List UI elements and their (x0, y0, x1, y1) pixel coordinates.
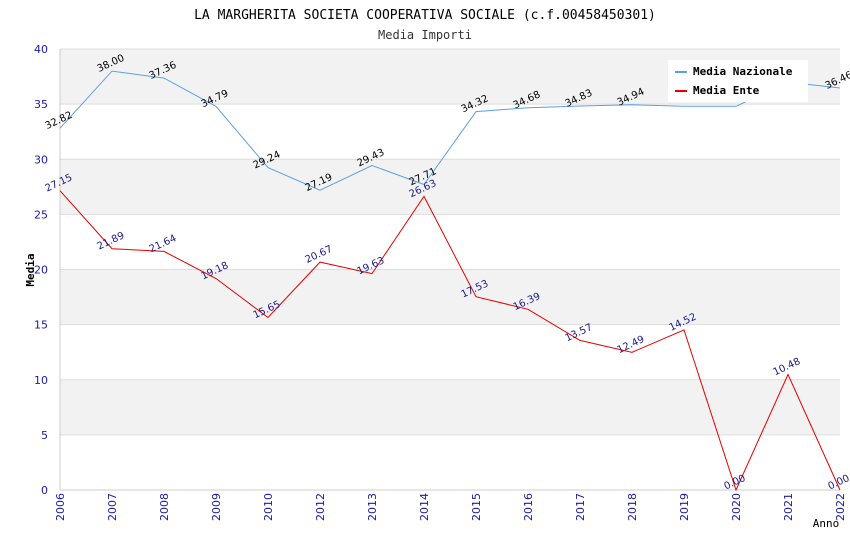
x-tick-label: 2018 (626, 493, 639, 521)
x-tick-label: 2006 (54, 493, 67, 521)
x-tick-label: 2022 (834, 493, 847, 521)
y-tick-label: 5 (41, 429, 48, 442)
y-tick-label: 25 (34, 208, 48, 221)
chart-title: LA MARGHERITA SOCIETA COOPERATIVA SOCIAL… (194, 8, 656, 23)
band-0 (60, 434, 840, 490)
x-tick-label: 2015 (470, 493, 483, 521)
band-3 (60, 269, 840, 325)
legend-label-media-nazionale: Media Nazionale (693, 65, 793, 78)
axes (59, 49, 840, 491)
band-4 (60, 214, 840, 270)
y-tick-label: 0 (41, 484, 48, 497)
chart-subtitle: Media Importi (378, 28, 472, 42)
x-axis-label: Anno (813, 517, 840, 530)
y-tick-label: 20 (34, 264, 48, 277)
legend-label-media-ente: Media Ente (693, 84, 760, 97)
y-tick-label: 15 (34, 319, 48, 332)
x-tick-label: 2008 (158, 493, 171, 521)
band-6 (60, 104, 840, 160)
y-tick-label: 10 (34, 374, 48, 387)
x-tick-label: 2016 (522, 493, 535, 521)
y-axis-label: Media (24, 253, 37, 286)
band-5 (60, 159, 840, 215)
series-line-media-ente (59, 190, 841, 492)
x-tick-label: 2021 (782, 493, 795, 521)
x-tick-label: 2014 (418, 493, 431, 521)
y-tick-label: 30 (34, 153, 48, 166)
plot-bands (60, 49, 840, 490)
x-tick-label: 2013 (366, 493, 379, 521)
x-tick-label: 2017 (574, 493, 587, 521)
x-tick-label: 2020 (730, 493, 743, 521)
x-tick-label: 2019 (678, 493, 691, 521)
y-tick-labels: 0 5 10 15 20 25 30 35 40 (34, 43, 48, 497)
y-tick-label: 35 (34, 98, 48, 111)
x-tick-label: 2012 (314, 493, 327, 521)
band-1 (60, 379, 840, 435)
x-tick-labels: 2006 2007 2008 2009 2010 2012 2013 2014 2015 2016… (54, 493, 847, 521)
band-2 (60, 324, 840, 380)
y-tick-label: 40 (34, 43, 48, 56)
x-tick-label: 2007 (106, 493, 119, 521)
x-tick-label: 2009 (210, 493, 223, 521)
legend: Media Nazionale Media Ente (668, 60, 808, 102)
legend-box (668, 60, 808, 102)
series-line-media-nazionale (59, 70, 841, 191)
x-tick-label: 2010 (262, 493, 275, 521)
